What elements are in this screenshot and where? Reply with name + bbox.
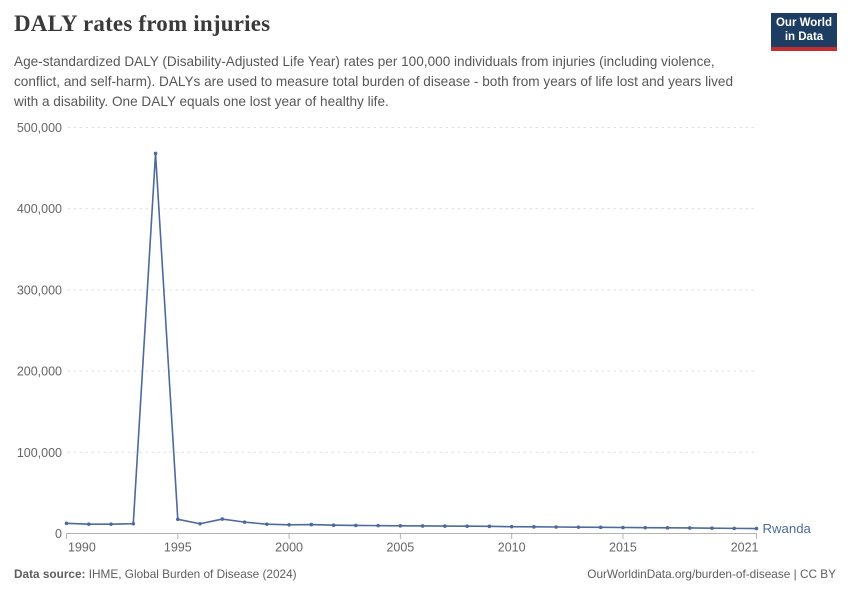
owid-logo[interactable]: Our World in Data xyxy=(771,13,837,51)
data-point-2000[interactable] xyxy=(287,523,291,527)
data-point-2019[interactable] xyxy=(710,526,714,530)
rwanda-line-series[interactable] xyxy=(66,152,757,530)
data-point-1993[interactable] xyxy=(131,521,136,526)
x-axis-label: 2021 xyxy=(731,541,759,555)
data-point-2005[interactable] xyxy=(398,523,403,528)
data-point-2016[interactable] xyxy=(643,525,648,530)
data-point-1992[interactable] xyxy=(109,522,113,526)
data-point-1996[interactable] xyxy=(198,521,202,526)
y-axis-label: 0 xyxy=(55,527,62,541)
y-axis-label: 100,000 xyxy=(17,446,62,460)
x-axis-label: 2005 xyxy=(386,541,414,555)
y-axis-label: 400,000 xyxy=(17,202,62,216)
data-point-2001[interactable] xyxy=(309,522,314,527)
data-point-2009[interactable] xyxy=(487,524,492,529)
data-point-1999[interactable] xyxy=(265,522,269,526)
data-point-2008[interactable] xyxy=(465,524,469,528)
data-point-2010[interactable] xyxy=(509,524,514,529)
y-axis-label: 300,000 xyxy=(17,283,62,297)
x-axis-label: 2000 xyxy=(275,541,303,555)
data-point-2006[interactable] xyxy=(420,524,425,528)
data-point-2002[interactable] xyxy=(331,523,336,528)
data-point-2015[interactable] xyxy=(621,525,625,530)
data-point-1997[interactable] xyxy=(220,517,225,521)
data-point-2011[interactable] xyxy=(532,525,536,529)
data-point-1990[interactable] xyxy=(64,521,69,526)
x-axis-label: 2015 xyxy=(609,541,637,555)
data-point-1995[interactable] xyxy=(175,517,180,522)
chart-subtitle: Age-standardized DALY (Disability-Adjust… xyxy=(14,54,734,109)
license-credit[interactable]: OurWorldinData.org/burden-of-disease | C… xyxy=(587,567,836,581)
data-point-1994[interactable] xyxy=(153,151,158,156)
x-axis-label: 1990 xyxy=(68,541,96,555)
data-point-2003[interactable] xyxy=(354,523,358,528)
data-point-2007[interactable] xyxy=(443,524,447,528)
data-point-1998[interactable] xyxy=(242,520,247,524)
series-label-rwanda[interactable]: Rwanda xyxy=(763,521,812,536)
data-point-1991[interactable] xyxy=(86,522,91,526)
data-point-2020[interactable] xyxy=(732,526,737,531)
data-point-2013[interactable] xyxy=(576,525,581,529)
x-axis-label: 2010 xyxy=(498,541,526,555)
chart-footer: Data source: IHME, Global Burden of Dise… xyxy=(14,567,836,581)
data-point-2012[interactable] xyxy=(554,525,558,529)
data-source: Data source: IHME, Global Burden of Dise… xyxy=(14,567,297,581)
y-axis-label: 500,000 xyxy=(17,121,62,135)
y-axis-label: 200,000 xyxy=(17,365,62,379)
data-point-2004[interactable] xyxy=(376,523,380,528)
data-point-2017[interactable] xyxy=(665,526,670,530)
page-title: DALY rates from injuries xyxy=(14,11,271,36)
owid-logo-line2: in Data xyxy=(784,31,824,43)
data-point-2014[interactable] xyxy=(598,525,603,530)
data-point-2021[interactable] xyxy=(754,526,759,531)
x-axis-label: 1995 xyxy=(164,541,192,555)
data-point-2018[interactable] xyxy=(687,526,692,530)
data-source-label: Data source: xyxy=(14,567,86,581)
owid-logo-line1: Our World xyxy=(775,17,832,29)
data-source-value: IHME, Global Burden of Disease (2024) xyxy=(85,567,297,581)
